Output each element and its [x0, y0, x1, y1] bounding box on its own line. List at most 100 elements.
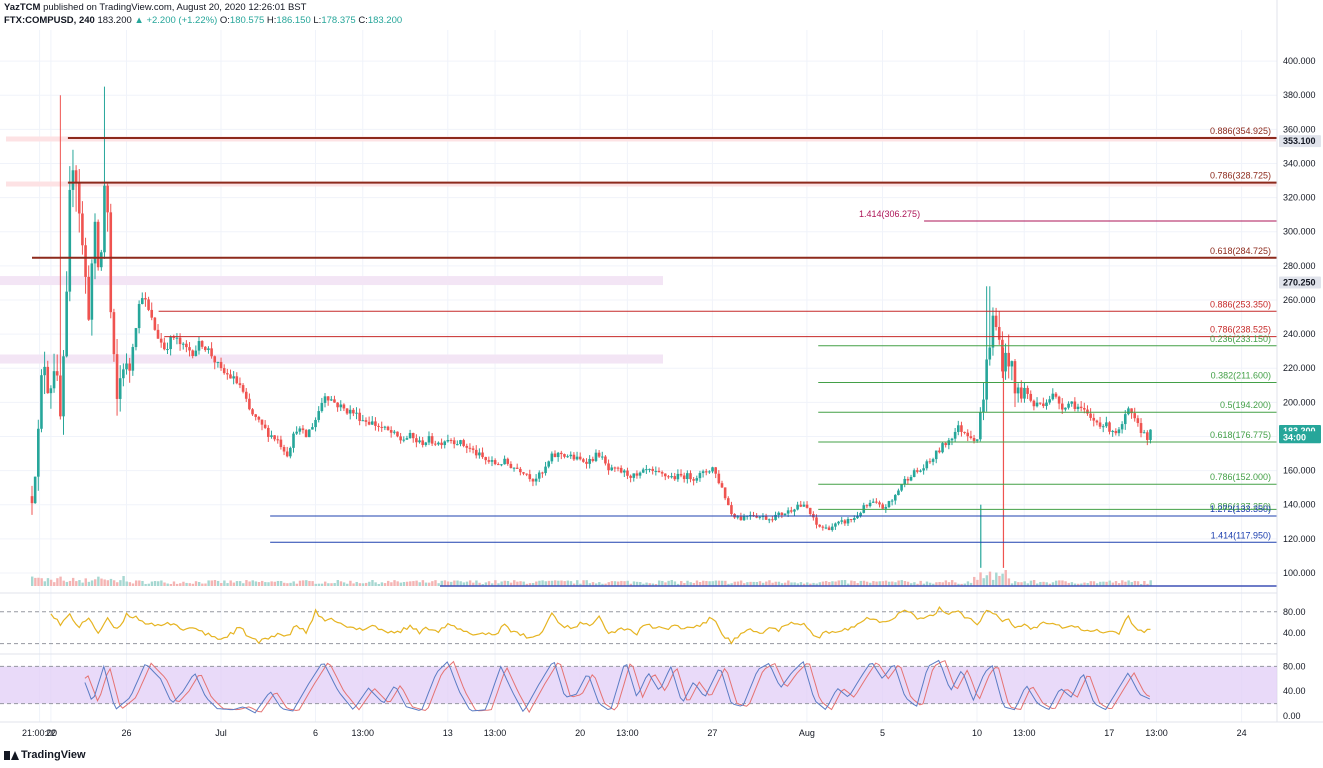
volume-bar: [251, 580, 254, 586]
candle-body: [676, 473, 680, 480]
volume-bar: [528, 583, 532, 586]
candle-body: [635, 473, 639, 476]
candle-body: [144, 298, 147, 300]
candle-body: [330, 399, 333, 401]
candle-body: [386, 426, 390, 431]
volume-bar: [431, 581, 434, 586]
candle-body: [478, 452, 481, 456]
fib-level-label: 0.618(176.775): [1210, 430, 1271, 440]
fib-zone: [6, 181, 1276, 187]
volume-bar: [1007, 578, 1011, 586]
volume-bar: [169, 583, 173, 586]
candle-body: [701, 471, 705, 474]
volume-bar: [267, 582, 270, 586]
volume-bar: [204, 583, 207, 586]
candle-body: [519, 468, 522, 473]
candle-body: [200, 341, 204, 347]
volume-bar: [226, 583, 229, 586]
candle-body: [194, 350, 198, 357]
candle-body: [1032, 400, 1036, 407]
candle-body: [84, 245, 87, 277]
volume-bar: [538, 580, 541, 586]
volume-bar: [1042, 581, 1045, 586]
candle-body: [878, 502, 881, 505]
volume-bar: [626, 580, 629, 586]
rsi-line: [50, 605, 1151, 645]
volume-bar: [840, 580, 844, 586]
candle-body: [868, 502, 872, 507]
time-tick-label: 13:00: [616, 728, 639, 738]
candle-body: [421, 440, 424, 446]
candle-body: [276, 439, 280, 441]
fib-level-label: 0.886(354.925): [1210, 126, 1271, 136]
volume-bar: [352, 583, 355, 586]
volume-bar: [402, 582, 406, 586]
candle-body: [550, 453, 554, 462]
candle-body: [1149, 429, 1152, 440]
volume-bar: [216, 580, 220, 586]
price-tick-label: 360.000: [1283, 124, 1316, 134]
candle-body: [790, 510, 793, 512]
candle-body: [963, 431, 966, 433]
candle-body: [465, 445, 469, 448]
candle-body: [893, 495, 897, 501]
volume-bar: [1032, 580, 1036, 586]
volume-bar: [903, 581, 907, 586]
volume-bar: [802, 583, 806, 586]
volume-bar: [248, 581, 251, 586]
volume-bar: [43, 581, 47, 586]
candle-body: [582, 459, 585, 462]
candle-body: [33, 476, 37, 504]
candle-body: [922, 468, 925, 471]
volume-bar: [157, 581, 160, 586]
volume-bar: [81, 582, 84, 586]
volume-bar: [755, 582, 759, 586]
candle-body: [307, 429, 311, 438]
candle-body: [588, 458, 591, 464]
candle-body: [118, 378, 122, 399]
volume-bar: [472, 582, 475, 586]
candle-body: [1004, 352, 1007, 372]
candle-body: [985, 359, 988, 400]
candle-body: [185, 343, 188, 348]
candle-body: [93, 221, 97, 264]
volume-bar: [179, 583, 182, 586]
candle-body: [884, 507, 888, 509]
volume-bar: [809, 583, 812, 586]
candle-body: [251, 409, 254, 415]
candle-body: [512, 467, 516, 469]
volume-bar: [1127, 580, 1130, 586]
volume-bar: [1026, 583, 1029, 586]
volume-bar: [963, 583, 966, 586]
candle-body: [490, 460, 494, 462]
volume-bar: [865, 581, 869, 586]
candle-body: [563, 454, 566, 457]
volume-bar: [336, 580, 340, 586]
tradingview-logo[interactable]: TradingView: [4, 749, 86, 761]
volume-bar: [746, 582, 749, 586]
volume-bar: [349, 580, 352, 586]
candle-body: [900, 484, 903, 491]
candle-body: [648, 468, 651, 470]
volume-bar: [654, 583, 658, 586]
volume-bar: [1036, 583, 1039, 586]
candle-body: [468, 447, 472, 449]
volume-bar: [720, 580, 724, 586]
volume-bar: [623, 581, 626, 586]
candle-body: [629, 475, 632, 478]
candle-body: [509, 463, 513, 468]
price-badge: [1279, 276, 1321, 289]
candle-body: [796, 504, 799, 510]
volume-bar: [790, 582, 793, 586]
volume-bar: [273, 581, 276, 586]
candle-body: [714, 467, 717, 474]
volume-bar: [197, 582, 201, 586]
volume-bar: [784, 582, 787, 586]
publisher-name[interactable]: YazTCM: [4, 2, 41, 13]
volume-bar: [31, 576, 34, 586]
volume-bar: [434, 580, 437, 586]
candle-body: [881, 504, 884, 509]
volume-bar: [446, 581, 450, 586]
candle-body: [1092, 417, 1096, 421]
